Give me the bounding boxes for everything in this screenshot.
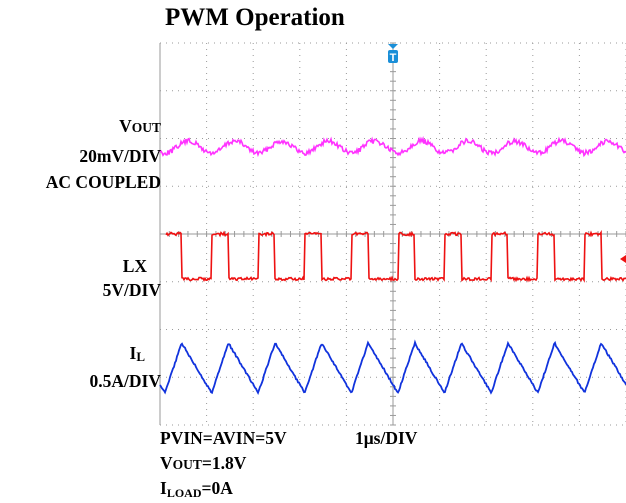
chart-title: PWM Operation xyxy=(165,4,345,31)
iload-condition: ILOAD=0A xyxy=(160,478,233,500)
supply-condition: PVIN=AVIN=5V xyxy=(160,428,287,448)
il-trace xyxy=(159,339,626,396)
vout-trace xyxy=(159,135,626,158)
lx-level-marker xyxy=(620,255,626,263)
lx-trace xyxy=(165,229,626,283)
vout-coupling-label: AC COUPLED xyxy=(45,172,161,192)
trigger-label: T xyxy=(390,52,397,64)
il-channel-scale: 0.5A/DIV xyxy=(89,371,161,391)
trigger-arrow xyxy=(388,44,398,49)
scope-grid xyxy=(159,42,626,426)
lx-channel-scale: 5V/DIV xyxy=(102,280,161,300)
timebase-label: 1μs/DIV xyxy=(355,428,418,448)
vout-condition: VOUT=1.8V xyxy=(160,453,247,473)
il-channel-name: IL xyxy=(129,343,145,364)
trigger-marker xyxy=(388,50,398,63)
vout-channel-name: VOUT xyxy=(119,116,161,136)
vout-channel-scale: 20mV/DIV xyxy=(79,146,161,166)
lx-channel-name: LX xyxy=(122,256,147,276)
